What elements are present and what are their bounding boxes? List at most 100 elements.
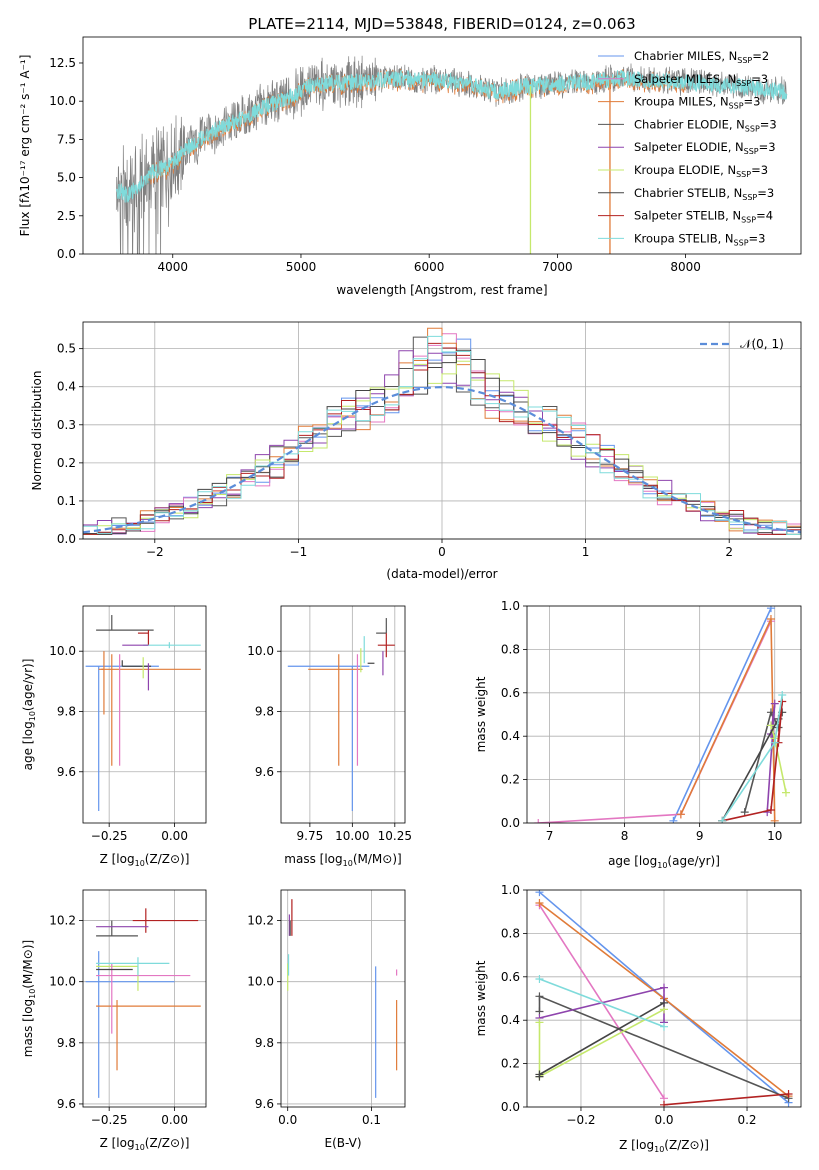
- weight-series-line: [538, 904, 665, 1099]
- x-tick-label: 8: [621, 829, 629, 843]
- y-tick-label: 0.2: [501, 1057, 520, 1071]
- weight-point-marker: [766, 721, 775, 730]
- x-tick-label: −0.25: [91, 829, 128, 843]
- y-tick-label: 0.3: [57, 418, 76, 432]
- plot-area: [85, 615, 201, 811]
- y-axis-label: age [log10(age/yr)]: [21, 659, 37, 771]
- y-tick-label: 0.6: [501, 970, 520, 984]
- legend-entry: Kroupa ELODIE, NSSP=3: [634, 163, 768, 179]
- x-tick-label: 0.00: [161, 829, 188, 843]
- weight-vs-metallicity-panel: −0.2 0.0 0.2 0.0 0.2 0.4 0.6 0.8 1.0 Z [log10(Z/Z…: [474, 883, 802, 1154]
- y-tick-label: 0.1: [57, 494, 76, 508]
- x-tick-label: 0.0: [654, 1113, 673, 1127]
- y-axis-label: Flux [fλ10⁻¹⁷ erg cm⁻² s⁻¹ A⁻¹]: [18, 55, 32, 237]
- weight-point-marker: [718, 816, 727, 823]
- x-tick-label: 10: [767, 829, 782, 843]
- weight-point-marker: [535, 992, 544, 1001]
- axes-frame: [82, 889, 207, 1108]
- weight-series-line: [722, 701, 783, 822]
- axes-frame: [526, 889, 802, 1108]
- plot-area: [535, 890, 793, 1107]
- x-tick-label: 0.00: [161, 1113, 188, 1127]
- plot-area: [83, 327, 801, 539]
- legend-entry: Kroupa MILES, NSSP=3: [634, 95, 760, 111]
- x-tick-label: 7000: [542, 260, 573, 274]
- y-tick-label: 10.0: [49, 94, 76, 108]
- weight-point-marker: [535, 1070, 544, 1079]
- y-tick-label: 0.6: [501, 686, 520, 700]
- legend-entry: Salpeter ELODIE, NSSP=3: [634, 140, 776, 156]
- x-tick-label: 9.75: [297, 829, 324, 843]
- y-tick-label: 0.0: [57, 532, 76, 546]
- axes-frame: [82, 605, 207, 824]
- legend-entry: Chabrier MILES, NSSP=2: [634, 49, 769, 65]
- histogram-steps: [83, 335, 801, 539]
- weight-point-marker: [770, 699, 779, 708]
- weight-point-marker: [535, 899, 544, 908]
- figure-title: PLATE=2114, MJD=53848, FIBERID=0124, z=0…: [248, 15, 635, 33]
- legend-entry: Salpeter MILES, NSSP=3: [634, 72, 768, 88]
- y-tick-label: 9.6: [255, 1097, 274, 1111]
- y-tick-label: 9.8: [57, 1036, 76, 1050]
- x-tick-label: 0.2: [737, 1113, 756, 1127]
- normal-reference-curve: [83, 385, 801, 534]
- y-tick-label: 9.8: [255, 704, 274, 718]
- y-tick-label: 7.5: [57, 132, 76, 146]
- weight-point-marker: [535, 1018, 544, 1027]
- y-axis-label: Normed distribution: [30, 371, 44, 491]
- x-tick-label: −0.2: [566, 1113, 595, 1127]
- weight-point-marker: [660, 1100, 668, 1107]
- x-axis-label: mass [log10(M/M⊙)]: [284, 852, 401, 868]
- y-tick-label: 0.2: [57, 456, 76, 470]
- weight-series-line: [672, 607, 772, 822]
- legend: Chabrier MILES, NSSP=2 Salpeter MILES, NS…: [598, 49, 777, 247]
- plot-area: [85, 908, 201, 1098]
- x-tick-label: −2: [146, 545, 164, 559]
- y-tick-label: 9.8: [57, 704, 76, 718]
- legend-entry-normal: 𝒩(0, 1): [740, 337, 784, 351]
- weight-point-marker: [770, 738, 779, 747]
- model-spectrum-line-stelib: [115, 69, 788, 203]
- weight-point-marker: [669, 816, 678, 823]
- y-tick-label: 0.0: [57, 247, 76, 261]
- y-tick-label: 2.5: [57, 209, 76, 223]
- y-tick-label: 0.4: [57, 380, 76, 394]
- y-tick-label: 10.0: [247, 644, 274, 658]
- y-tick-label: 0.8: [501, 642, 520, 656]
- weight-point-marker: [784, 1089, 793, 1098]
- x-axis-label: wavelength [Angstrom, rest frame]: [336, 283, 547, 297]
- x-tick-label: 10.25: [378, 829, 412, 843]
- mass-vs-ebv-panel: 0.0 0.1 9.6 9.8 10.0 10.2 E(B-V): [247, 889, 406, 1150]
- y-tick-label: 12.5: [49, 56, 76, 70]
- y-axis-label: mass weight: [474, 676, 488, 752]
- x-tick-label: 0.1: [362, 1113, 381, 1127]
- y-tick-label: 9.6: [57, 1097, 76, 1111]
- y-tick-label: 0.4: [501, 1013, 520, 1027]
- x-axis-label: Z [log10(Z/Z⊙)]: [619, 1138, 709, 1154]
- weight-point-marker: [766, 805, 775, 814]
- residuals-panel: −2 −1 0 1 2 0.0 0.1 0.2 0.3 0.4 0.5 𝒩(0, 1) (data-mo…: [30, 321, 802, 581]
- x-tick-label: 2: [725, 545, 733, 559]
- y-axis-label: mass weight: [474, 960, 488, 1036]
- weight-point-marker: [535, 890, 544, 897]
- x-axis-label: (data-model)/error: [386, 567, 497, 581]
- weight-point-marker: [781, 788, 790, 797]
- axes-frame: [82, 36, 802, 255]
- weight-point-marker: [676, 810, 685, 819]
- weight-point-marker: [770, 816, 779, 823]
- x-tick-label: 0.0: [278, 1113, 297, 1127]
- weight-series-line: [663, 1093, 789, 1106]
- y-tick-label: 10.0: [49, 644, 76, 658]
- weight-series-line: [539, 978, 665, 1028]
- legend-entry: Chabrier ELODIE, NSSP=3: [634, 117, 777, 133]
- x-tick-label: 4000: [157, 260, 188, 274]
- axes-frame: [526, 605, 802, 824]
- y-tick-label: 9.6: [255, 765, 274, 779]
- x-axis-label: Z [log10(Z/Z⊙)]: [100, 1136, 190, 1152]
- x-tick-label: 5000: [286, 260, 317, 274]
- plot-area: [534, 606, 790, 823]
- axes-frame: [280, 889, 406, 1108]
- y-tick-label: 1.0: [501, 599, 520, 613]
- weight-vs-age-panel: 7 8 9 10 0.0 0.2 0.4 0.6 0.8 1.0 age [log10(age/yr…: [474, 599, 802, 870]
